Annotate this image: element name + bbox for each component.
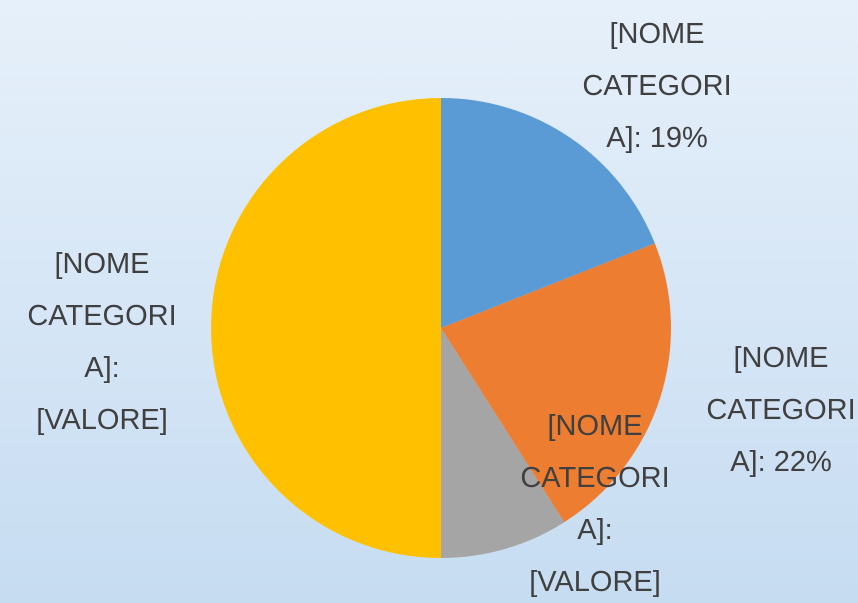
pie-slice xyxy=(441,98,655,328)
pie-slice xyxy=(211,98,441,558)
pie-slice xyxy=(441,328,565,558)
data-label: [NOME CATEGORIA]: [VALORE] xyxy=(27,248,177,436)
pie-slice xyxy=(441,243,671,523)
data-label: [NOME CATEGORIA]: 22% xyxy=(706,342,856,478)
data-label: [NOME CATEGORIA]: 19% xyxy=(582,18,732,154)
data-label: [NOME CATEGORIA]: [VALORE] xyxy=(520,410,670,598)
